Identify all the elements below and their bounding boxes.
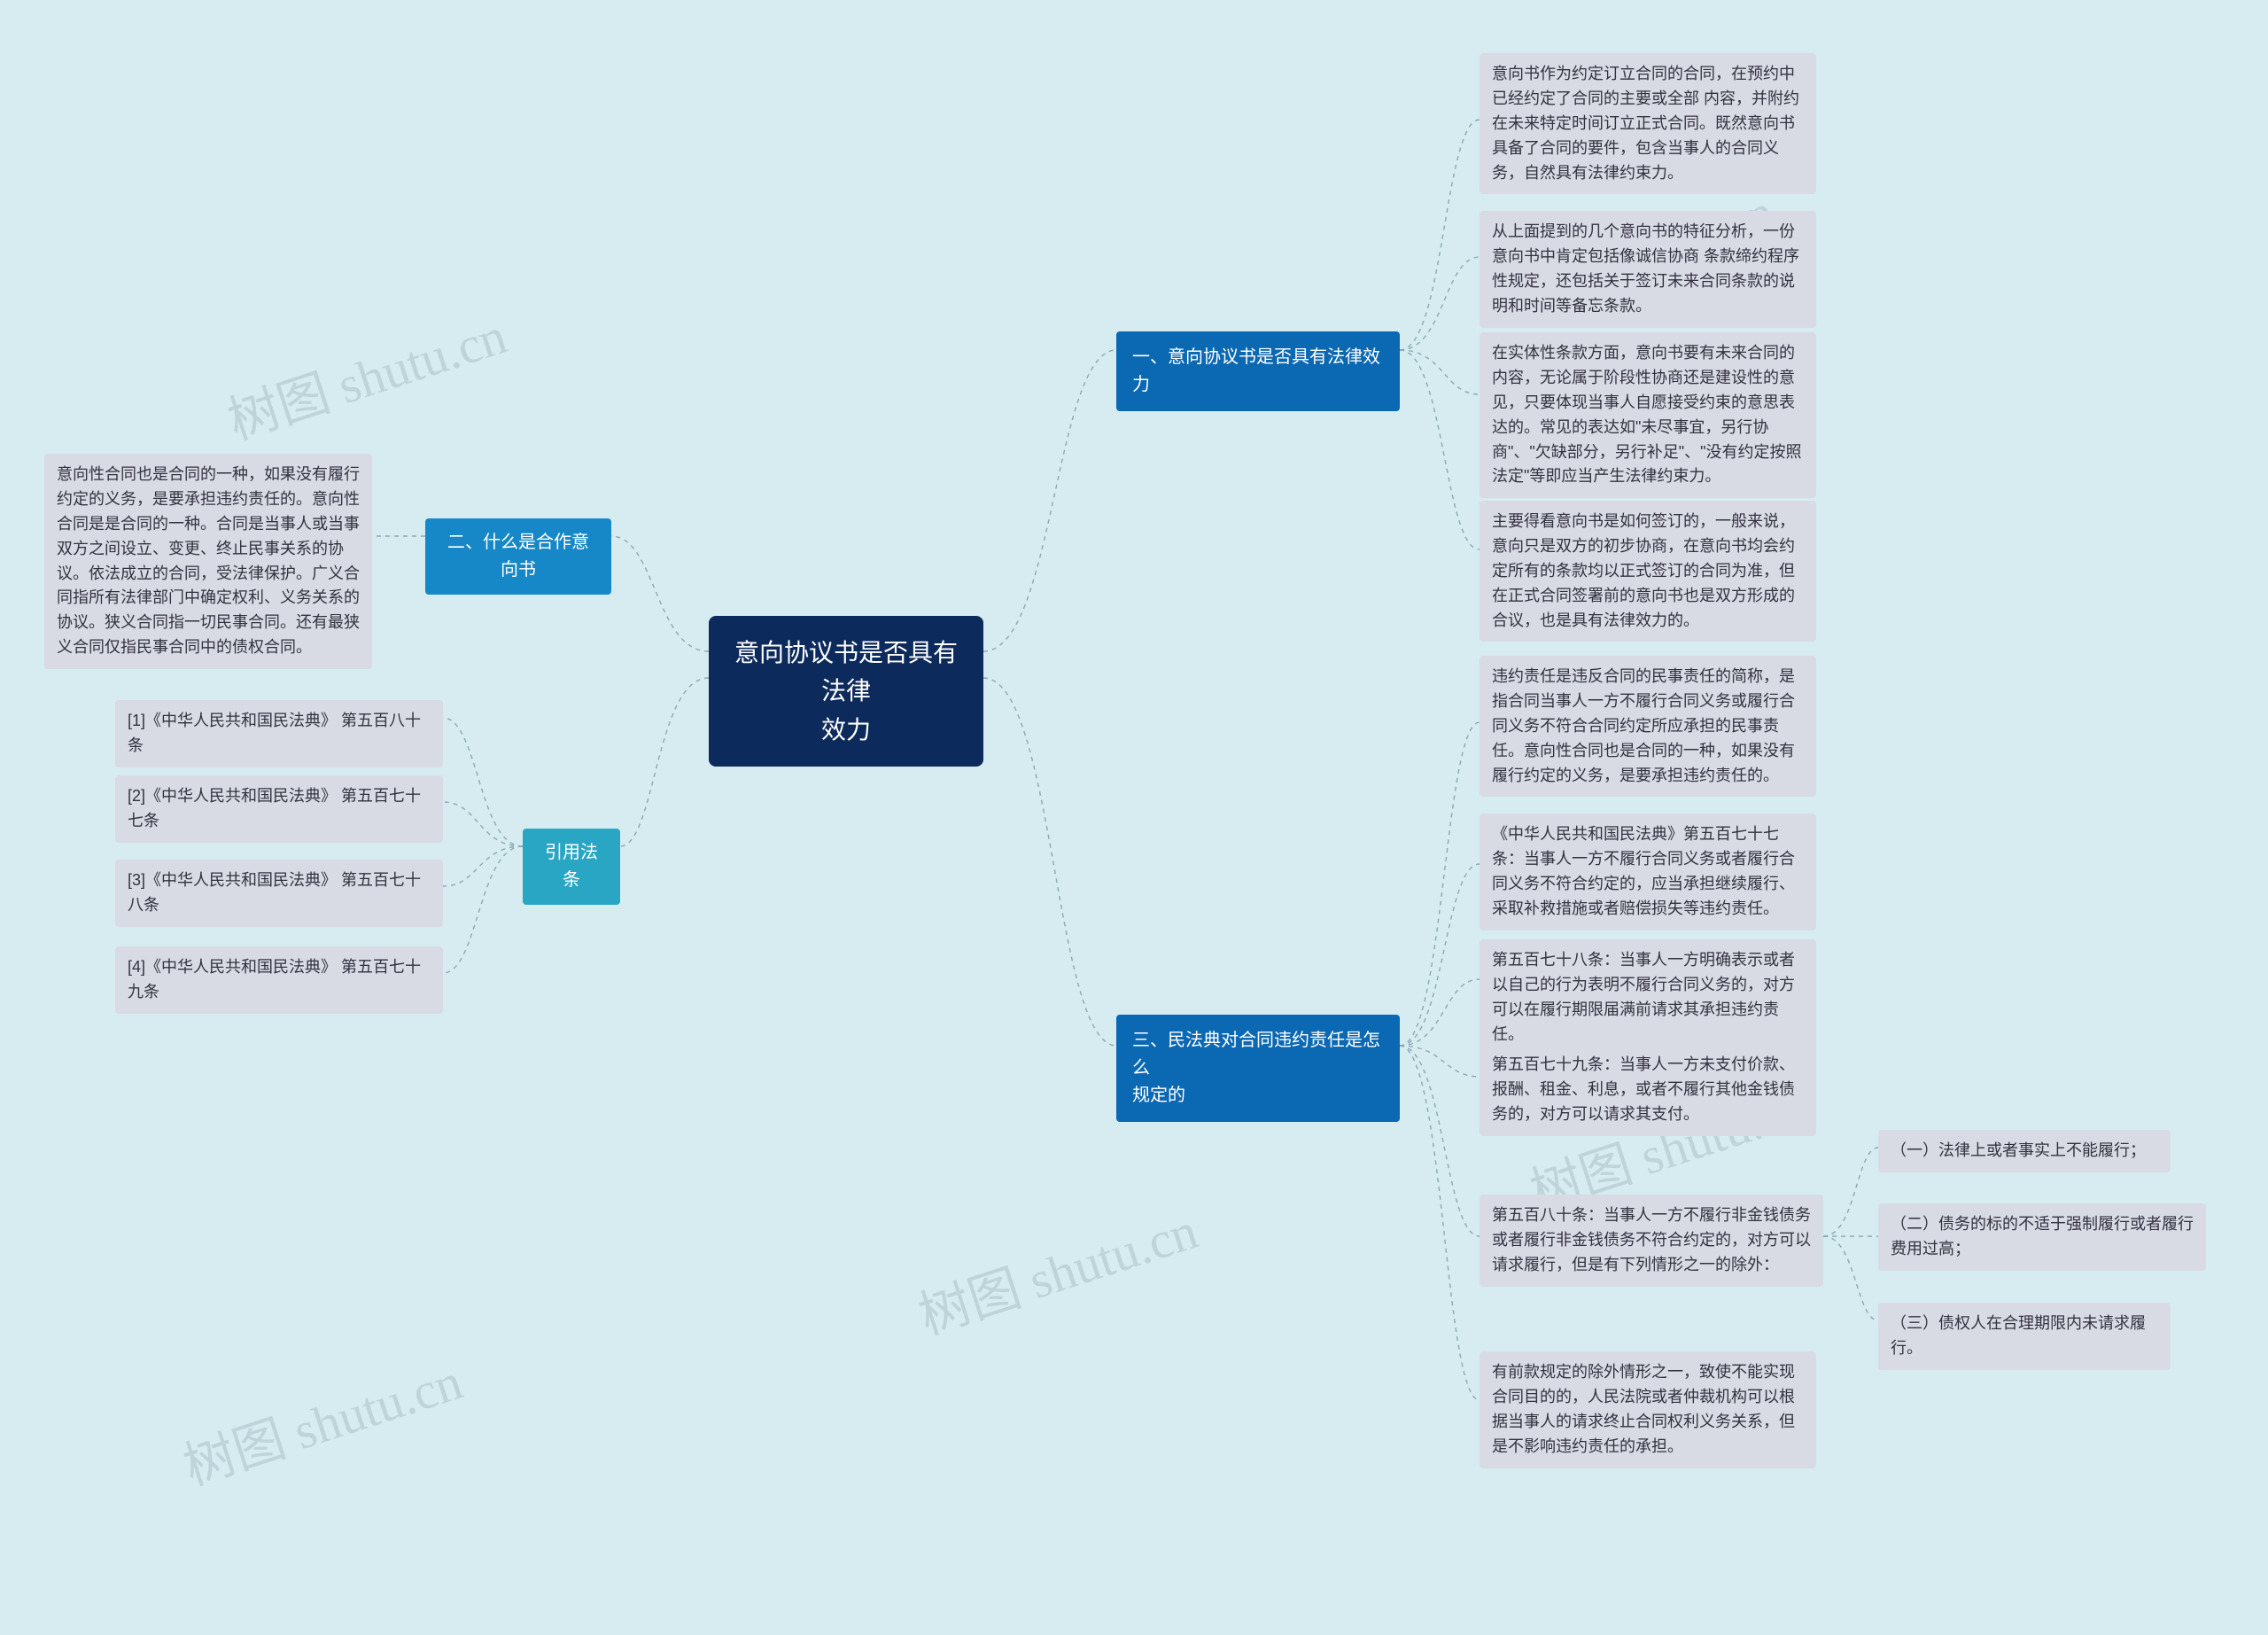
leaf-b3-580-c1[interactable]: （二）债务的标的不适于强制履行或者履行费用过高； <box>1878 1203 2206 1271</box>
branch-3-label-l2: 规定的 <box>1132 1082 1384 1109</box>
ref-item-2[interactable]: [3]《中华人民共和国民法典》 第五百七十八条 <box>115 860 443 927</box>
leaf-b3-2[interactable]: 第五百七十八条：当事人一方明确表示或者以自己的行为表明不履行合同义务的，对方可以… <box>1480 939 1816 1056</box>
leaf-b3-bottom[interactable]: 有前款规定的除外情形之一，致使不能实现合同目的的，人民法院或者仲裁机构可以根据当… <box>1480 1351 1816 1468</box>
branch-refs[interactable]: 引用法条 <box>523 829 620 905</box>
leaf-b3-3[interactable]: 第五百七十九条：当事人一方未支付价款、报酬、租金、利息，或者不履行其他金钱债务的… <box>1480 1044 1816 1136</box>
branch-2-label: 二、什么是合作意向书 <box>447 533 589 580</box>
watermark: 树图 shutu.cn <box>173 1340 470 1499</box>
leaf-b3-0[interactable]: 违约责任是违反合同的民事责任的简称，是指合同当事人一方不履行合同义务或履行合同义… <box>1480 656 1816 797</box>
watermark: 树图 shutu.cn <box>217 294 514 454</box>
ref-item-3[interactable]: [4]《中华人民共和国民法典》 第五百七十九条 <box>115 946 443 1014</box>
ref-item-1[interactable]: [2]《中华人民共和国民法典》 第五百七十七条 <box>115 775 443 843</box>
leaf-b3-580-c2[interactable]: （三）债权人在合理期限内未请求履行。 <box>1878 1303 2171 1370</box>
root-title-line2: 效力 <box>734 711 959 749</box>
leaf-b3-1[interactable]: 《中华人民共和国民法典》第五百七十七条：当事人一方不履行合同义务或者履行合同义务… <box>1480 814 1816 930</box>
branch-2[interactable]: 二、什么是合作意向书 <box>425 518 611 595</box>
ref-item-0[interactable]: [1]《中华人民共和国民法典》 第五百八十条 <box>115 700 443 767</box>
root-title-line1: 意向协议书是否具有法律 <box>734 634 959 711</box>
branch-1[interactable]: 一、意向协议书是否具有法律效力 <box>1116 331 1400 411</box>
leaf-b1-2[interactable]: 在实体性条款方面，意向书要有未来合同的内容，无论属于阶段性协商还是建设性的意见，… <box>1480 332 1816 498</box>
root-node[interactable]: 意向协议书是否具有法律 效力 <box>709 616 983 767</box>
branch-refs-label: 引用法条 <box>545 843 598 890</box>
leaf-b2[interactable]: 意向性合同也是合同的一种，如果没有履行约定的义务，是要承担违约责任的。意向性合同… <box>44 454 372 669</box>
branch-3[interactable]: 三、民法典对合同违约责任是怎么 规定的 <box>1116 1015 1400 1122</box>
leaf-b1-1[interactable]: 从上面提到的几个意向书的特征分析，一份意向书中肯定包括像诚信协商 条款缔约程序性… <box>1480 211 1816 328</box>
branch-3-label-l1: 三、民法典对合同违约责任是怎么 <box>1132 1027 1384 1082</box>
leaf-b1-3[interactable]: 主要得看意向书是如何签订的，一般来说，意向只是双方的初步协商，在意向书均会约定所… <box>1480 501 1816 642</box>
leaf-b3-580[interactable]: 第五百八十条：当事人一方不履行非金钱债务或者履行非金钱债务不符合约定的，对方可以… <box>1480 1195 1823 1287</box>
watermark: 树图 shutu.cn <box>908 1189 1205 1349</box>
leaf-b1-0[interactable]: 意向书作为约定订立合同的合同，在预约中已经约定了合同的主要或全部 内容，并附约在… <box>1480 53 1816 194</box>
branch-1-label: 一、意向协议书是否具有法律效力 <box>1132 347 1380 394</box>
leaf-b3-580-c0[interactable]: （一）法律上或者事实上不能履行； <box>1878 1130 2171 1172</box>
